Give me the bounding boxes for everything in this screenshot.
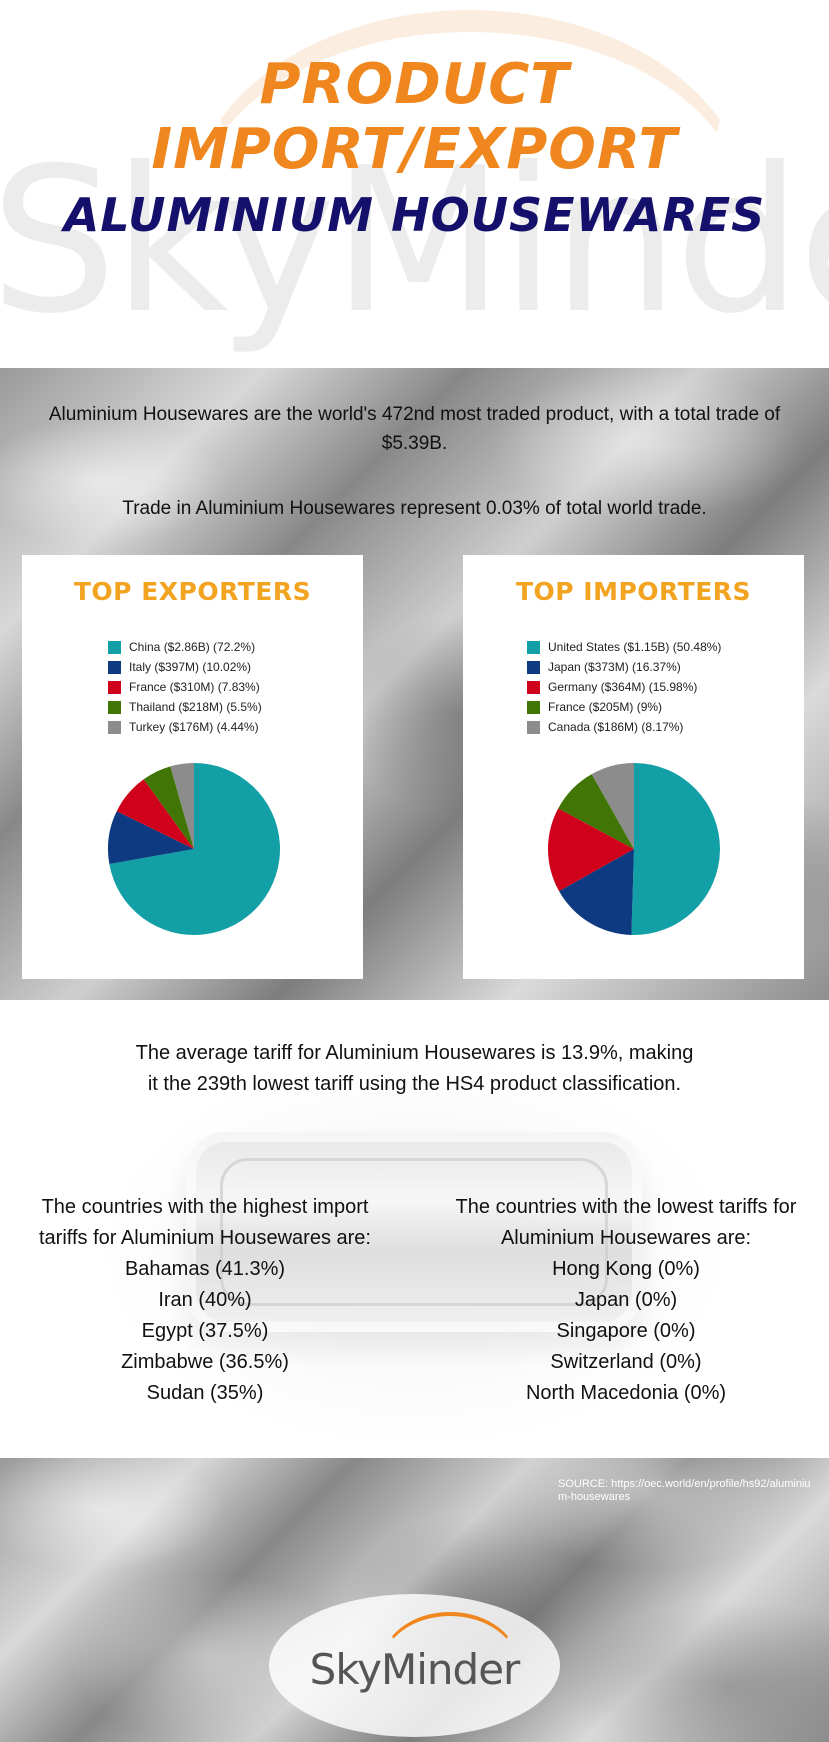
pie-slice [143,766,194,849]
trade-rank-text: Aluminium Housewares are the world's 472… [48,404,781,454]
legend-item: Italy ($397M) (10.02%) [108,657,262,677]
pie-slice [116,779,194,849]
lowest-tariff-item: Singapore (0%) [556,1320,696,1342]
importers-card: TOP IMPORTERS United States ($1.15B) (50… [463,555,804,979]
average-tariff-text: The average tariff for Aluminium Housewa… [135,1042,694,1095]
pie-slice [631,763,720,935]
logo-arc [380,1612,520,1722]
pie-slice [548,808,634,892]
legend-swatch [527,640,540,654]
pie-slice [559,849,634,935]
highest-tariff-item: Bahamas (41.3%) [124,1258,286,1280]
skyminder-logo: SkyMinder [309,1645,521,1694]
pie-slice [591,763,634,849]
legend-label: Germany ($364M) (15.98%) [548,680,698,694]
legend-label: Italy ($397M) (10.02%) [129,660,252,674]
highest-tariffs-intro: The countries with the highest import ta… [39,1196,371,1249]
legend-label: France ($205M) (9%) [548,700,663,714]
legend-swatch [527,660,540,674]
legend-swatch [108,660,121,674]
importers-pie-chart [548,763,720,935]
legend-item: Canada ($186M) (8.17%) [527,717,721,737]
highest-tariffs-column: The countries with the highest import ta… [20,1192,390,1409]
aluminium-tray-image [186,1132,642,1332]
exporters-title: TOP EXPORTERS [73,577,312,606]
legend-swatch [108,680,121,694]
exporters-card: TOP EXPORTERS China ($2.86B) (72.2%) Ital… [22,555,363,979]
legend-label: United States ($1.15B) (50.48%) [548,640,722,654]
legend-swatch [527,700,540,714]
source-link[interactable]: SOURCE: https://oec.world/en/profile/hs9… [558,1478,811,1503]
page-subtitle: ALUMINIUM HOUSEWARES [63,188,766,242]
legend-label: Japan ($373M) (16.37%) [548,660,681,674]
legend-swatch [108,700,121,714]
importers-legend: United States ($1.15B) (50.48%) Japan ($3… [527,637,721,737]
lowest-tariff-item: North Macedonia (0%) [525,1382,727,1404]
legend-swatch [108,720,121,734]
highest-tariff-item: Zimbabwe (36.5%) [121,1351,289,1373]
lowest-tariffs-column: The countries with the lowest tariffs fo… [441,1192,811,1409]
highest-tariff-item: Iran (40%) [158,1289,252,1311]
lowest-tariffs-intro: The countries with the lowest tariffs fo… [455,1196,797,1249]
legend-label: Thailand ($218M) (5.5%) [129,700,262,714]
legend-swatch [527,680,540,694]
pie-slice [109,763,280,935]
legend-item: China ($2.86B) (72.2%) [108,637,262,657]
legend-label: Canada ($186M) (8.17%) [548,720,684,734]
legend-item: France ($310M) (7.83%) [108,677,262,697]
legend-item: Turkey ($176M) (4.44%) [108,717,262,737]
legend-item: Japan ($373M) (16.37%) [527,657,721,677]
lowest-tariff-item: Switzerland (0%) [550,1351,702,1373]
highest-tariff-item: Egypt (37.5%) [141,1320,269,1342]
legend-swatch [527,720,540,734]
exporters-pie-chart [108,763,280,935]
legend-label: Turkey ($176M) (4.44%) [129,720,259,734]
legend-label: France ($310M) (7.83%) [129,680,260,694]
tariff-section: The average tariff for Aluminium Housewa… [0,1000,829,1458]
footer: SOURCE: https://oec.world/en/profile/hs9… [0,1458,829,1742]
lowest-tariff-item: Hong Kong (0%) [552,1258,700,1280]
page-title: PRODUCT IMPORT/EXPORT [151,52,678,182]
exporters-legend: China ($2.86B) (72.2%) Italy ($397M) (10.… [108,637,262,737]
highest-tariff-item: Sudan (35%) [146,1382,264,1404]
trade-overview-section: Aluminium Housewares are the world's 472… [0,368,829,1000]
legend-item: France ($205M) (9%) [527,697,721,717]
legend-item: Germany ($364M) (15.98%) [527,677,721,697]
pie-slice [108,811,194,865]
lowest-tariff-item: Japan (0%) [574,1289,678,1311]
trade-share-text: Trade in Aluminium Housewares represent … [122,498,707,519]
tray-inner-rim [220,1158,608,1306]
legend-item: United States ($1.15B) (50.48%) [527,637,721,657]
legend-item: Thailand ($218M) (5.5%) [108,697,262,717]
watermark-logo: SkyMinder [0,125,829,358]
pie-slice [558,774,634,849]
importers-title: TOP IMPORTERS [515,577,752,606]
pie-slice [170,763,194,849]
legend-label: China ($2.86B) (72.2%) [129,640,256,654]
header: SkyMinder PRODUCT IMPORT/EXPORT ALUMINIU… [0,0,829,368]
legend-swatch [108,640,121,654]
